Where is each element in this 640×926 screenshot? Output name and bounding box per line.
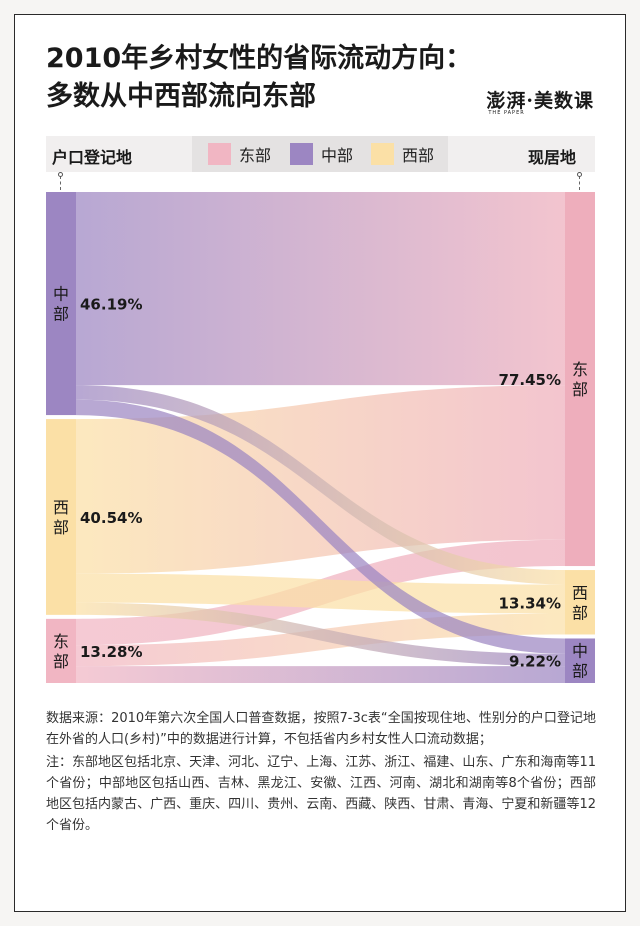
source-node-label-east: 东	[53, 632, 69, 651]
source-node-central	[46, 192, 76, 416]
target-node-label-east: 东	[572, 360, 588, 379]
source-pct-label-central: 46.19%	[80, 296, 142, 314]
target-pct-label-east: 77.45%	[499, 371, 561, 389]
brand-sub: THE PAPER	[488, 110, 525, 116]
target-pct-label-west: 13.34%	[499, 594, 561, 612]
target-pin-line	[579, 176, 580, 190]
title-line-1: 2010年乡村女性的省际流动方向：	[46, 43, 473, 74]
source-node-east	[46, 618, 76, 683]
legend-swatch-central	[290, 143, 313, 165]
source-pin-line	[60, 176, 61, 190]
link-west-to-central	[76, 602, 565, 667]
title-line-2: 多数从中西部流向东部	[46, 81, 316, 112]
notes: 数据来源：2010年第六次全国人口普查数据，按照7-3c表“全国按现住地、性别分…	[46, 708, 596, 838]
target-node-label-west: 西	[572, 583, 588, 602]
data-source-note: 数据来源：2010年第六次全国人口普查数据，按照7-3c表“全国按现住地、性别分…	[46, 711, 596, 747]
link-central-to-east	[76, 192, 565, 386]
target-node-east	[565, 192, 595, 567]
link-central-to-central	[76, 399, 565, 654]
legend-item-east: 东部	[208, 142, 271, 166]
sankey-chart: 中部 46.19%西部 40.54%东部 13.28%东部77.45%西部13.34%…	[46, 192, 595, 683]
brand-name: 澎湃·美数课	[486, 90, 594, 112]
brand-logo: 澎湃·美数课 THE PAPER	[486, 86, 594, 116]
source-pct-label-west: 40.54%	[80, 509, 142, 527]
target-pin-dot	[577, 172, 582, 177]
target-node-central	[565, 638, 595, 683]
legend-label-west: 西部	[402, 146, 435, 165]
source-node-label-west: 西	[53, 498, 69, 517]
target-node-label-central: 部	[572, 662, 588, 681]
legend-label-east: 东部	[239, 146, 272, 165]
source-node-west	[46, 419, 76, 615]
target-axis-label: 现居地	[528, 148, 577, 167]
region-definition-note: 注：东部地区包括北京、天津、河北、辽宁、上海、江苏、浙江、福建、山东、广东和海南…	[46, 755, 596, 833]
legend-item-west: 西部	[371, 142, 434, 166]
chart-title: 2010年乡村女性的省际流动方向： 多数从中西部流向东部	[46, 40, 472, 116]
target-node-label-central: 中	[572, 642, 588, 661]
legend-label-central: 中部	[321, 146, 354, 165]
link-east-to-central	[76, 666, 565, 683]
legend-swatch-west	[371, 143, 394, 165]
target-node-label-east: 部	[572, 380, 588, 399]
source-node-label-east: 部	[53, 652, 69, 671]
source-pct-label-east: 13.28%	[80, 643, 142, 661]
target-node-west	[565, 570, 595, 635]
target-node-label-west: 部	[572, 603, 588, 622]
source-node-label-central: 中	[53, 285, 69, 304]
target-pct-label-central: 9.22%	[509, 653, 561, 671]
legend-item-central: 中部	[290, 142, 353, 166]
source-pin-dot	[58, 172, 63, 177]
legend-background	[192, 136, 448, 172]
link-central-to-west	[76, 385, 565, 585]
legend-swatch-east	[208, 143, 231, 165]
link-west-to-west	[76, 573, 565, 614]
source-node-label-central: 部	[53, 305, 69, 324]
source-axis-label: 户口登记地	[52, 148, 133, 167]
source-node-label-west: 部	[53, 518, 69, 537]
